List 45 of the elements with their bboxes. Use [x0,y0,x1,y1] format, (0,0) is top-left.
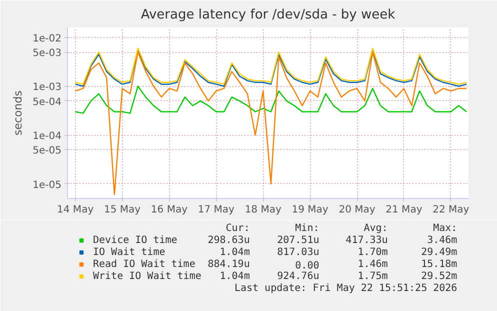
y-tick-label: 5e-04 [32,96,62,108]
x-tick-label: 16 May [150,204,188,216]
line-series [74,86,468,114]
line-series [74,52,468,196]
text: 3.46m [427,235,458,246]
text: 298.63u [208,235,250,246]
text: 1.46m [358,259,388,270]
text: Cur: [226,223,250,234]
legend-label: Read IO Wait time [93,258,196,270]
x-tick-label: 21 May [386,204,422,216]
text: 15.18m [421,259,458,270]
text: 29.52m [421,271,458,282]
legend-label: Write IO Wait time [93,270,202,282]
y-axis-title: seconds [12,90,25,136]
x-tick-label: 14 May [57,204,94,216]
x-tick-label: 22 May [432,204,470,216]
text: 1.04m [220,271,250,282]
text: Max: [433,223,458,234]
legend-label: Device IO time [93,234,178,246]
x-tick-label: 20 May [338,204,376,216]
y-tick-label: 5e-05 [32,146,62,157]
text: 0.00 [295,260,320,272]
text: Last update: Fri May 22 15:51:25 2026 [234,283,458,294]
x-tick-label: 17 May [198,204,235,216]
y-tick-label: 1e-04 [32,131,62,142]
text: 884.19u [208,259,250,270]
text: 1.75m [358,271,388,282]
text: 207.51u [277,235,320,246]
legend-label: IO Wait time [93,246,166,258]
x-tick-label: 19 May [292,204,328,216]
y-tick-label: 1e-03 [32,82,62,94]
text: 817.03u [277,247,320,258]
chart-title: Average latency for /dev/sda - by week [140,8,396,22]
x-tick-label: 18 May [244,204,282,216]
y-tick-label: 1e-05 [32,180,62,191]
x-tick-label: 15 May [104,204,141,216]
text: 924.76u [277,271,320,282]
text: 1.70m [358,247,388,258]
y-tick-label: 1e-02 [32,33,62,44]
text: 29.49m [421,247,458,258]
text: 417.33u [346,235,388,246]
text: Avg: [364,223,388,234]
text: 1.04m [220,247,250,258]
text: Min: [295,223,320,234]
y-tick-label: 5e-03 [32,48,62,60]
